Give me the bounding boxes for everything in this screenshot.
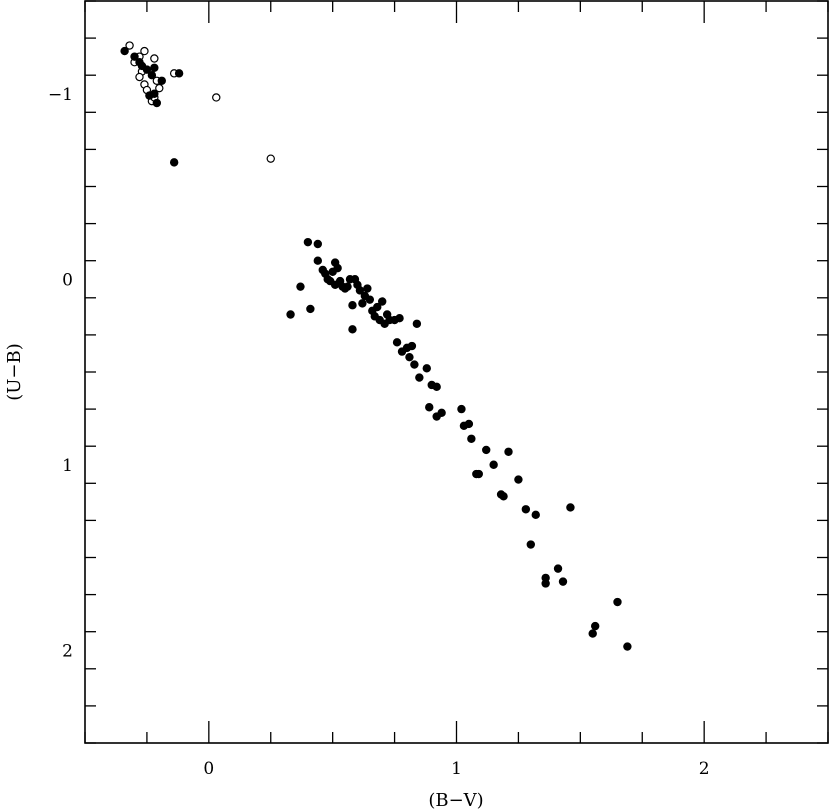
y-tick-label: 2 <box>62 641 73 661</box>
filled-data-point <box>415 373 424 382</box>
filled-data-point <box>467 434 476 443</box>
filled-data-point <box>464 419 474 429</box>
filled-data-point <box>348 301 357 310</box>
filled-data-point <box>343 282 352 291</box>
filled-data-point <box>613 597 622 607</box>
y-axis-title: (U−B) <box>4 343 25 401</box>
y-tick-label: 1 <box>62 456 73 476</box>
filled-data-point <box>566 503 575 512</box>
filled-data-point <box>296 282 305 291</box>
filled-data-point <box>437 408 446 418</box>
filled-data-point <box>174 69 184 78</box>
filled-data-point <box>623 642 632 651</box>
x-tick-label: 2 <box>699 759 710 779</box>
filled-data-point <box>489 460 498 469</box>
filled-data-point <box>590 621 600 631</box>
filled-data-point <box>169 158 179 167</box>
filled-data-point <box>373 302 382 312</box>
filled-data-point <box>474 469 483 479</box>
filled-data-point <box>150 63 159 72</box>
filled-data-point <box>303 237 313 247</box>
x-tick-label: 0 <box>203 759 214 779</box>
filled-data-point <box>363 284 372 293</box>
filled-data-point <box>150 89 159 98</box>
filled-data-point <box>130 52 139 61</box>
filled-data-point <box>395 314 404 323</box>
filled-data-point <box>541 579 550 588</box>
filled-data-point <box>588 629 597 638</box>
filled-data-point <box>378 297 387 306</box>
filled-data-point <box>286 310 295 319</box>
filled-data-point <box>333 263 342 273</box>
open-data-point <box>266 154 275 163</box>
data-points <box>120 41 632 651</box>
filled-data-point <box>521 505 531 514</box>
plot-frame <box>84 0 829 744</box>
open-data-point <box>135 72 144 82</box>
filled-data-point <box>553 564 563 573</box>
filled-data-point <box>432 382 441 392</box>
tick-labels: 0 1 2 −1 0 1 2 <box>48 85 710 779</box>
open-data-point <box>150 54 159 63</box>
filled-data-point <box>358 299 367 308</box>
x-tick-label: 1 <box>451 759 462 779</box>
filled-data-point <box>457 404 466 414</box>
filled-data-point <box>558 577 568 586</box>
filled-data-point <box>152 98 162 108</box>
filled-data-point <box>422 364 431 373</box>
filled-data-point <box>392 338 402 347</box>
filled-data-point <box>348 325 357 334</box>
y-tick-label: 0 <box>62 270 73 290</box>
axis-ticks <box>84 0 829 744</box>
filled-data-point <box>306 304 315 314</box>
filled-data-point <box>504 447 513 456</box>
filled-data-point <box>157 76 166 85</box>
filled-data-point <box>482 445 491 455</box>
filled-data-point <box>313 256 323 265</box>
open-data-point <box>140 46 149 56</box>
filled-data-point <box>313 239 323 249</box>
filled-data-point <box>147 70 157 80</box>
x-axis-title: (B−V) <box>428 790 483 811</box>
y-tick-label: −1 <box>48 85 73 105</box>
filled-data-point <box>526 540 535 549</box>
filled-data-point <box>365 295 375 304</box>
filled-data-point <box>425 403 434 412</box>
filled-data-point <box>499 492 508 501</box>
filled-data-point <box>531 510 540 520</box>
filled-data-point <box>405 352 414 362</box>
filled-data-point <box>410 360 419 369</box>
filled-data-point <box>412 319 422 328</box>
filled-data-point <box>514 475 523 484</box>
filled-data-point <box>407 341 417 351</box>
open-data-point <box>125 41 134 50</box>
open-data-point <box>155 83 164 93</box>
open-data-point <box>212 93 221 102</box>
filled-data-point <box>120 46 129 56</box>
